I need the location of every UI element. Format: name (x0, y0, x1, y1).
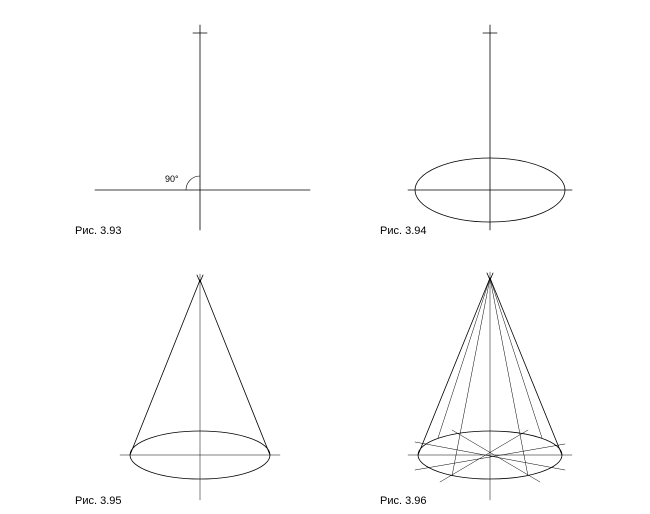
diagram-canvas: Рис. 3.93 Рис. 3.94 Рис. 3.95 Рис. 3.96 … (0, 0, 650, 514)
caption-3-93: Рис. 3.93 (75, 225, 122, 237)
diagram-svg (0, 0, 650, 514)
caption-3-96: Рис. 3.96 (380, 495, 427, 507)
caption-3-94: Рис. 3.94 (380, 225, 427, 237)
caption-3-95: Рис. 3.95 (75, 495, 122, 507)
angle-90-label: 90° (165, 174, 179, 184)
